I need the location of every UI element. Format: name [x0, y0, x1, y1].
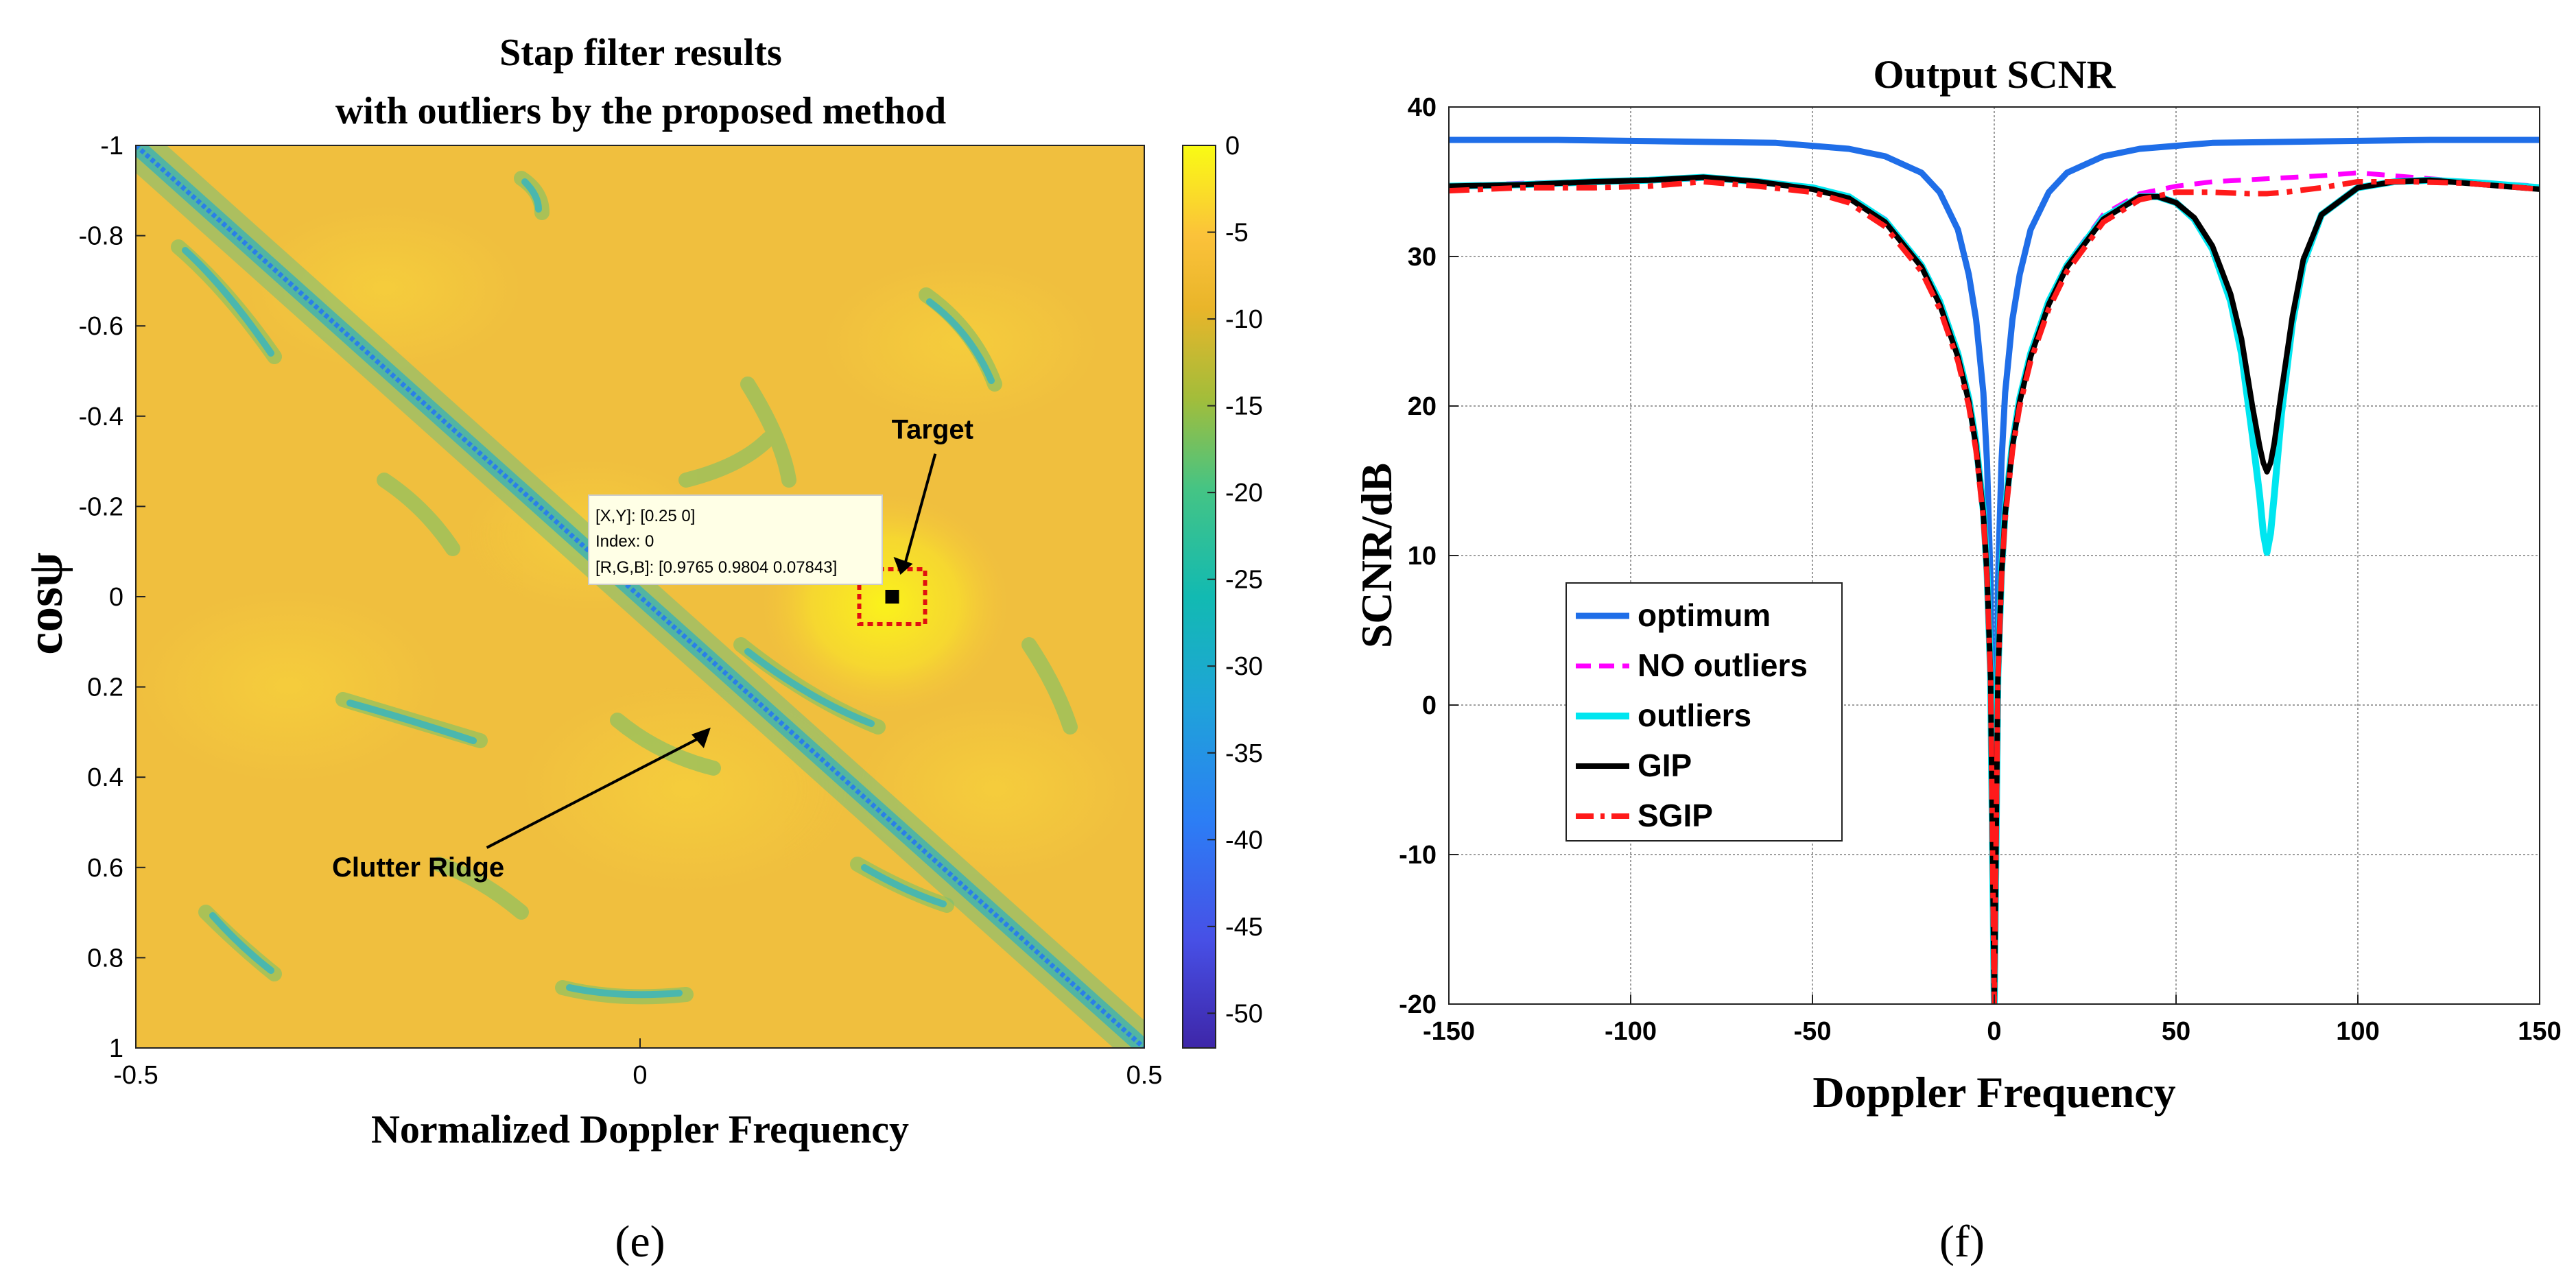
datatip-box	[588, 494, 883, 585]
series-line-optimum	[1449, 136, 2540, 1004]
line-chart-series	[1449, 136, 2540, 1004]
target-point[interactable]	[885, 590, 899, 604]
line-chart-y-tick-label: 30	[1408, 243, 1437, 272]
colorbar-tick-label: -40	[1225, 826, 1263, 855]
colorbar: 0 -5 -10 -15 -20 -25 -30 -35 -40 -45 -50	[1182, 132, 1263, 1049]
colorbar-tick-label: -45	[1225, 913, 1263, 942]
colorbar-tick-label: -10	[1225, 305, 1263, 334]
heatmap-y-tick-label: -1	[100, 132, 123, 160]
line-chart-x-tick-label: 100	[2336, 1017, 2379, 1046]
panel-label-e: (e)	[615, 1217, 665, 1267]
colorbar-tick-label: -35	[1225, 739, 1263, 768]
line-chart-x-tick-label: -50	[1794, 1017, 1832, 1046]
colorbar-ticks: 0 -5 -10 -15 -20 -25 -30 -35 -40 -45 -50	[1207, 132, 1263, 1028]
line-chart-y-tick-label: 20	[1408, 392, 1437, 421]
line-chart-y-tick-label: 0	[1422, 691, 1437, 720]
heatmap-panel: Stap filter results with outliers by the…	[17, 32, 1263, 1267]
line-chart-x-ticks: -150 -100 -50 0 50 100 150	[1423, 994, 2562, 1046]
legend-label: optimum	[1638, 597, 1771, 633]
legend-label: GIP	[1638, 748, 1692, 783]
colorbar-gradient	[1182, 145, 1216, 1049]
heatmap-y-tick-label: 0.4	[87, 763, 123, 792]
line-chart-x-label: Doppler Frequency	[1812, 1068, 2175, 1117]
heatmap-y-tick-label: -0.4	[79, 403, 123, 431]
target-highlight-box	[857, 567, 927, 626]
panel-label-f: (f)	[1939, 1217, 1985, 1267]
legend-label: outliers	[1638, 697, 1751, 733]
line-chart-y-label: SCNR/dB	[1352, 463, 1401, 648]
colorbar-tick-label: -50	[1225, 999, 1263, 1028]
clutter-ridge-line	[136, 145, 1144, 1048]
legend-label: NO outliers	[1638, 647, 1808, 683]
heatmap-y-tick-label: 0.6	[87, 854, 123, 883]
target-arrow-head	[893, 557, 913, 575]
heatmap-y-tick-label: 1	[109, 1034, 123, 1063]
datatip[interactable]: [X,Y]: [0.25 0] Index: 0 [R,G,B]: [0.976…	[588, 494, 883, 585]
heatmap-y-tick-label: -0.8	[79, 222, 123, 251]
legend-box	[1565, 582, 1843, 842]
line-chart-y-tick-label: -10	[1399, 841, 1437, 870]
legend-label: SGIP	[1638, 798, 1713, 833]
colorbar-tick-label: -15	[1225, 392, 1263, 421]
line-chart-y-tick-label: 10	[1408, 542, 1437, 571]
heatmap-title-line-1: Stap filter results	[499, 32, 782, 74]
target-arrow	[901, 453, 937, 571]
legend: optimum NO outliers outliers GIP SGIP	[1565, 582, 1843, 842]
line-chart-title: Output SCNR	[1874, 52, 2116, 97]
heatmap-y-tick-label: 0.2	[87, 673, 123, 702]
target-annotation: Target	[892, 415, 973, 445]
datatip-line-2: Index: 0	[595, 532, 654, 551]
heatmap-y-ticks: -1 -0.8 -0.6 -0.4 -0.2 0 0.2 0.4 0.6 0.8 1	[79, 132, 145, 1063]
line-chart-x-tick-label: 150	[2518, 1017, 2561, 1046]
target-marker: Target Clutter Ridge	[332, 415, 973, 883]
heatmap-y-label: cosψ	[17, 552, 73, 655]
clutter-ridge-arrow-head	[691, 727, 711, 748]
clutter-ridge-arrow	[486, 735, 705, 849]
colorbar-tick-label: -20	[1225, 479, 1263, 508]
heatmap-image	[136, 145, 1144, 1048]
datatip-line-3: [R,G,B]: [0.9765 0.9804 0.07843]	[595, 558, 837, 577]
line-chart-y-ticks: -20 -10 0 10 20 30 40	[1399, 93, 1458, 1019]
datatip-line-1: [X,Y]: [0.25 0]	[595, 507, 695, 525]
line-chart-x-tick-label: 0	[1987, 1017, 2001, 1046]
heatmap-x-ticks: -0.5 0 0.5	[113, 1038, 1162, 1090]
clutter-ridge-annotation: Clutter Ridge	[332, 852, 504, 883]
line-chart-x-tick-label: -150	[1423, 1017, 1475, 1046]
colorbar-tick-label: 0	[1225, 132, 1240, 160]
line-chart-grid	[1449, 107, 2540, 1004]
heatmap-y-tick-label: -0.6	[79, 312, 123, 341]
line-chart-y-tick-label: 40	[1408, 93, 1437, 122]
heatmap-y-tick-label: 0	[109, 583, 123, 612]
heatmap-y-tick-label: 0.8	[87, 944, 123, 973]
heatmap-x-label: Normalized Doppler Frequency	[371, 1107, 909, 1152]
heatmap-x-tick-label: -0.5	[113, 1061, 158, 1090]
line-chart-x-tick-label: 50	[2162, 1017, 2190, 1046]
series-line-sgip	[1449, 179, 2540, 1004]
series-line-gip	[1449, 174, 2540, 1004]
line-chart-panel: Output SCNR -150 -100 -50 0 50 100 150 -20-100…	[1352, 52, 2562, 1267]
heatmap-y-tick-label: -0.2	[79, 492, 123, 521]
line-chart-x-tick-label: -100	[1605, 1017, 1657, 1046]
heatmap-x-tick-label: 0.5	[1126, 1061, 1163, 1090]
colorbar-tick-label: -25	[1225, 566, 1263, 595]
colorbar-tick-label: -30	[1225, 652, 1263, 681]
heatmap-x-tick-label: 0	[633, 1061, 647, 1090]
line-chart-y-tick-label: -20	[1399, 990, 1437, 1019]
heatmap-title-line-2: with outliers by the proposed method	[335, 90, 946, 132]
colorbar-tick-label: -5	[1225, 219, 1249, 248]
